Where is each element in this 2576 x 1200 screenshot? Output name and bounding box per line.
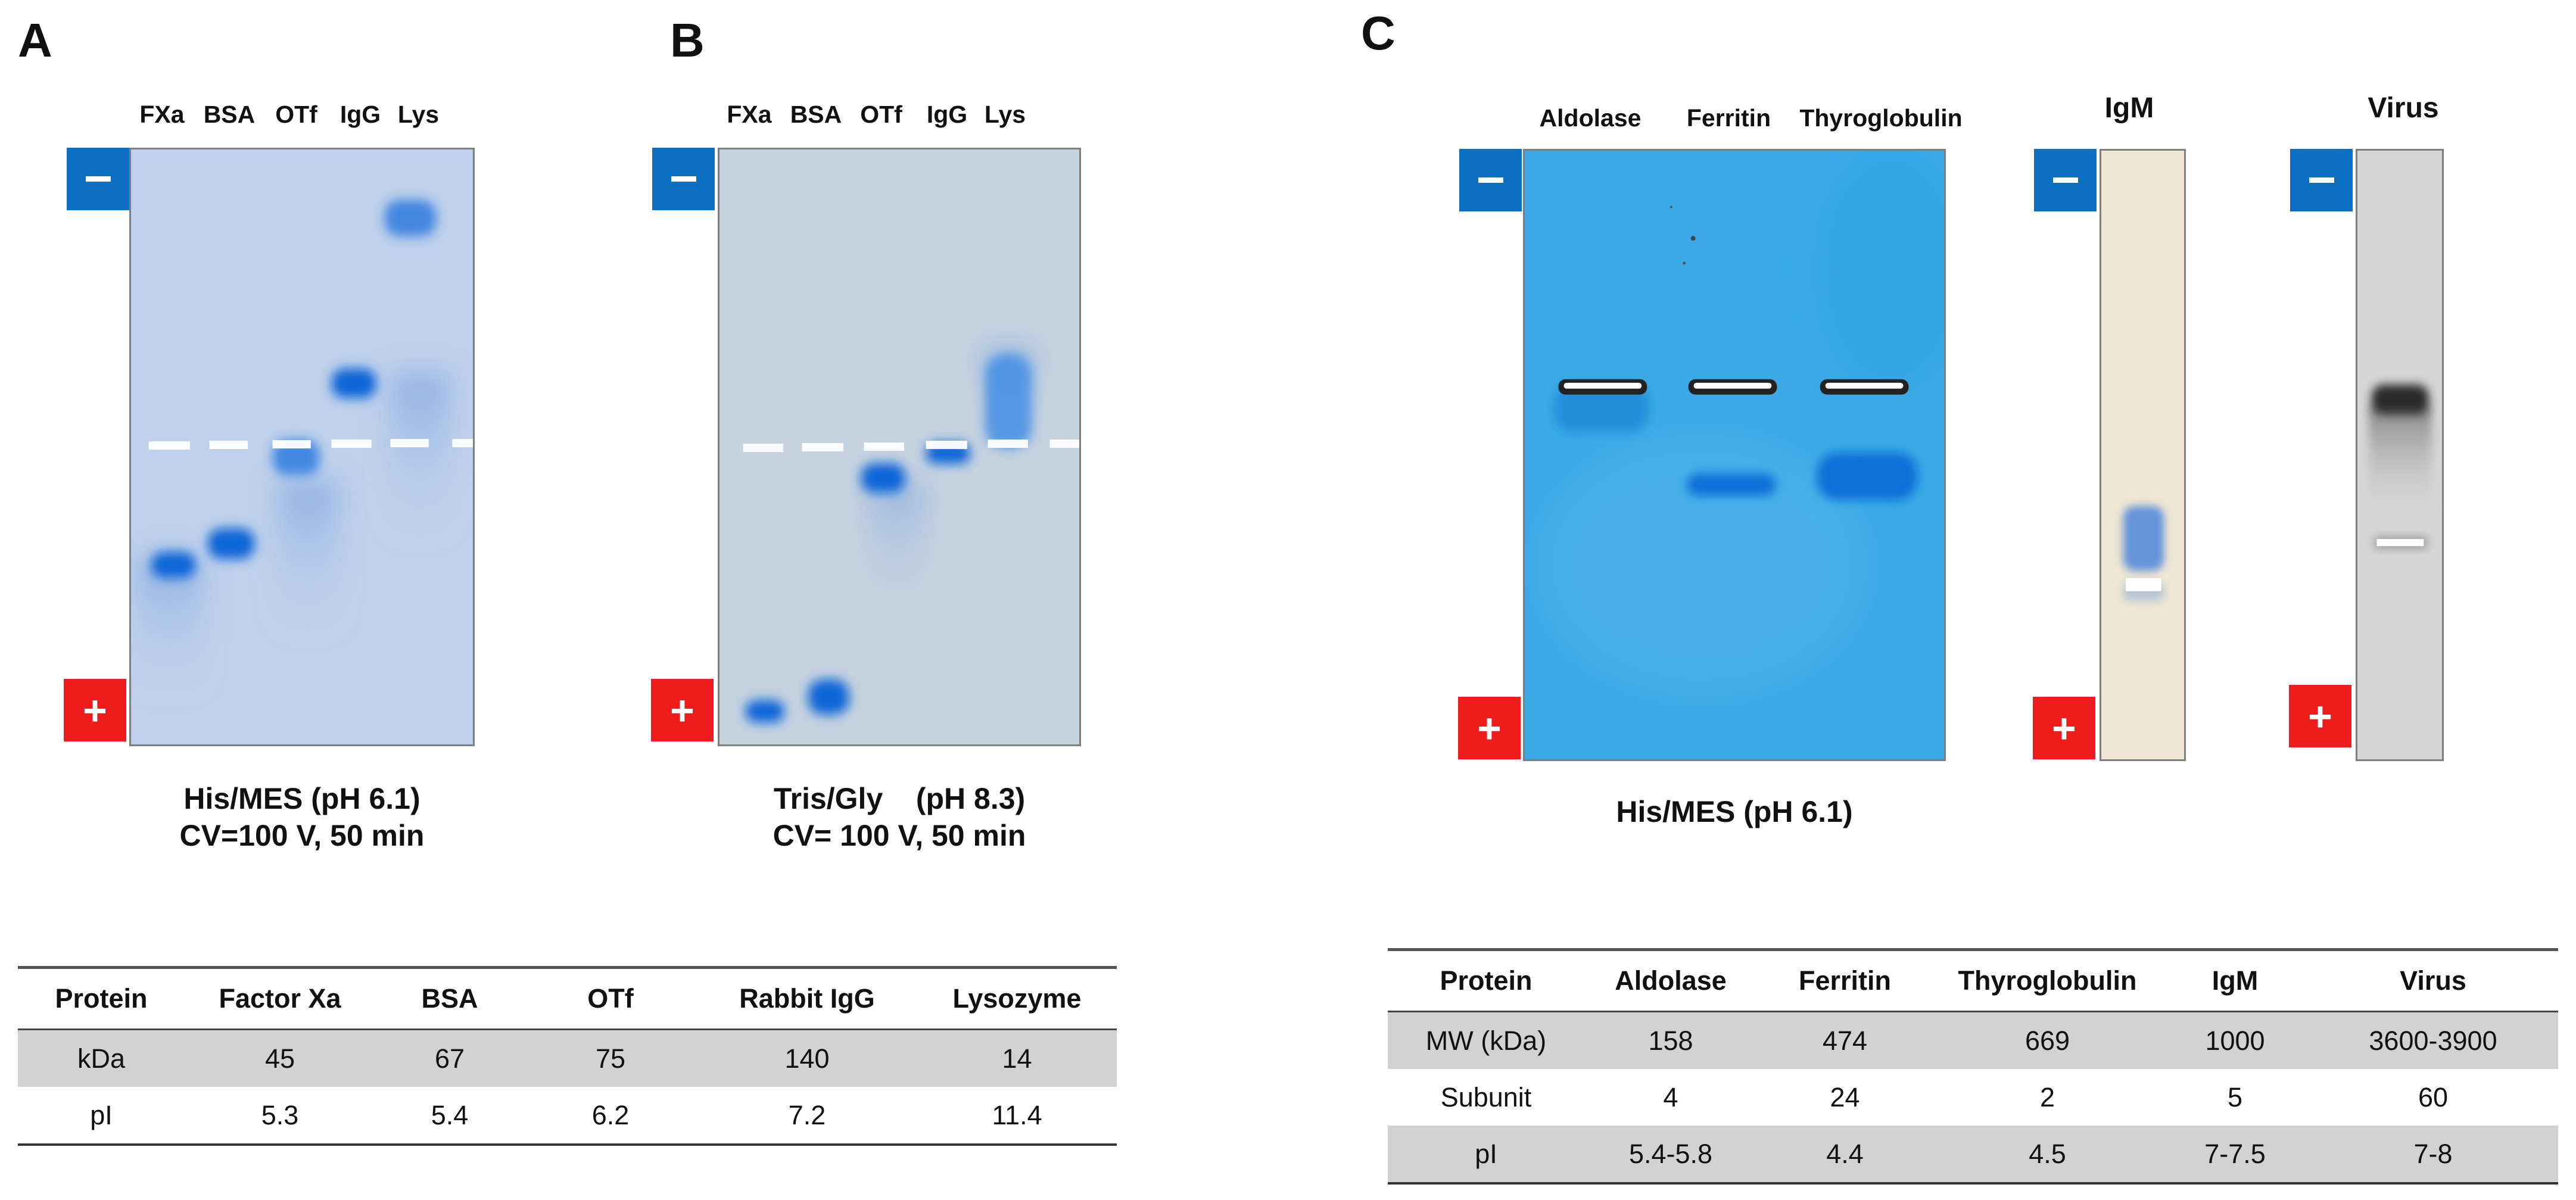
table-cell: 669 xyxy=(1933,1011,2162,1069)
table-header-cell: Rabbit IgG xyxy=(697,967,917,1030)
caption-a: His/MES (pH 6.1) CV=100 V, 50 min xyxy=(129,780,475,854)
virus-gel-title: Virus xyxy=(2368,92,2439,124)
table-header-cell: Aldolase xyxy=(1584,949,1757,1012)
table-cell: pI xyxy=(90,1099,113,1130)
table-cell: kDa xyxy=(18,1029,185,1087)
table-cell: 5.3 xyxy=(261,1099,299,1130)
lane-label-bsa: BSA xyxy=(790,101,842,128)
minus-icon xyxy=(2052,177,2078,183)
table-cell: 67 xyxy=(375,1029,524,1087)
panel-letter-a: A xyxy=(18,14,52,67)
table-proteins-ab: Protein Factor Xa BSA OTf Rabbit IgG Lys… xyxy=(18,966,1117,1146)
table-header-cell: Ferritin xyxy=(1757,949,1933,1012)
table-row: kDa 45 67 75 140 14 xyxy=(18,1029,1117,1087)
table-cell: 7-8 xyxy=(2308,1126,2558,1183)
table-header-cell: OTf xyxy=(524,967,697,1030)
table-cell: 7.2 xyxy=(788,1099,826,1130)
caption-b-line2: CV= 100 V, 50 min xyxy=(773,819,1026,852)
table-cell: 7-7.5 xyxy=(2162,1126,2308,1183)
table-row: Subunit 4 24 2 5 60 xyxy=(1388,1069,2558,1126)
lane-label-igg: IgG xyxy=(926,101,968,128)
gel-image-virus xyxy=(2356,149,2444,761)
minus-icon xyxy=(671,176,696,182)
lane-label-lys: Lys xyxy=(984,101,1026,128)
table-cell: 4.4 xyxy=(1757,1126,1933,1183)
table-cell: 45 xyxy=(185,1029,375,1087)
table-header-row: Protein Aldolase Ferritin Thyroglobulin … xyxy=(1388,949,2558,1012)
table-row: MW (kDa) 158 474 669 1000 3600-3900 xyxy=(1388,1011,2558,1069)
lane-label-ferritin: Ferritin xyxy=(1686,104,1771,132)
table-cell: 3600-3900 xyxy=(2308,1011,2558,1069)
table-cell: pI xyxy=(1388,1126,1584,1183)
table-cell: 140 xyxy=(697,1029,917,1087)
lane-label-aldolase: Aldolase xyxy=(1539,104,1641,132)
table-cell: 5.4 xyxy=(431,1099,469,1130)
lane-label-thyroglobulin: Thyroglobulin xyxy=(1799,104,1963,132)
table-header-cell: Lysozyme xyxy=(917,967,1117,1030)
caption-b-line1: Tris/Gly (pH 8.3) xyxy=(773,782,1026,815)
electrode-positive-virus: + xyxy=(2289,685,2351,747)
caption-a-line2: CV=100 V, 50 min xyxy=(179,819,425,852)
panel-letter-b: B xyxy=(670,14,705,67)
electrode-positive-igm: + xyxy=(2033,697,2095,759)
table-cell: 6.2 xyxy=(591,1099,630,1130)
table-header-cell: Thyroglobulin xyxy=(1933,949,2162,1012)
caption-c: His/MES (pH 6.1) xyxy=(1616,795,1853,828)
table-header-cell: Protein xyxy=(1388,949,1584,1012)
table-cell: 158 xyxy=(1584,1011,1757,1069)
table-row: pI 5.4-5.8 4.4 4.5 7-7.5 7-8 xyxy=(1388,1126,2558,1183)
electrode-negative-c xyxy=(1459,149,1522,211)
table-cell: Subunit xyxy=(1440,1081,1532,1112)
lane-label-fxa: FXa xyxy=(139,101,185,128)
panel-letter-c: C xyxy=(1361,7,1396,60)
minus-icon xyxy=(2309,177,2334,183)
table-cell: MW (kDa) xyxy=(1388,1011,1584,1069)
gel-image-b xyxy=(718,148,1081,746)
table-cell: 4.5 xyxy=(1933,1126,2162,1183)
minus-icon xyxy=(1478,177,1503,183)
table-cell: 11.4 xyxy=(992,1099,1042,1130)
caption-b: Tris/Gly (pH 8.3) CV= 100 V, 50 min xyxy=(718,780,1081,854)
gel-image-c xyxy=(1523,149,1946,761)
igm-gel-title: IgM xyxy=(2104,92,2154,124)
gel-image-a xyxy=(129,148,475,746)
table-header-cell: Protein xyxy=(18,967,185,1030)
electrode-negative-virus xyxy=(2290,149,2353,211)
electrode-negative-a xyxy=(67,148,129,210)
table-row: pI 5.3 5.4 6.2 7.2 11.4 xyxy=(18,1087,1117,1145)
electrode-negative-igm xyxy=(2034,149,2097,211)
lane-label-fxa: FXa xyxy=(727,101,772,128)
lane-label-lys: Lys xyxy=(397,101,440,128)
table-cell: 1000 xyxy=(2162,1011,2308,1069)
table-cell: 474 xyxy=(1757,1011,1933,1069)
table-header-cell: Factor Xa xyxy=(185,967,375,1030)
electrode-positive-c: + xyxy=(1458,697,1521,759)
lane-label-otf: OTf xyxy=(860,101,902,128)
lane-label-otf: OTf xyxy=(275,101,317,128)
minus-icon xyxy=(85,176,111,182)
table-header-cell: BSA xyxy=(375,967,524,1030)
table-cell: 75 xyxy=(524,1029,697,1087)
table-cell: 2 xyxy=(2039,1081,2055,1112)
electrode-positive-a: + xyxy=(64,679,126,741)
table-cell: 5.4-5.8 xyxy=(1584,1126,1757,1183)
table-cell: 5 xyxy=(2227,1081,2243,1112)
table-cell: 4 xyxy=(1663,1081,1678,1112)
caption-a-line1: His/MES (pH 6.1) xyxy=(183,782,420,815)
table-cell: 60 xyxy=(2418,1081,2449,1112)
electrode-negative-b xyxy=(652,148,715,210)
table-header-row: Protein Factor Xa BSA OTf Rabbit IgG Lys… xyxy=(18,967,1117,1030)
table-proteins-c: Protein Aldolase Ferritin Thyroglobulin … xyxy=(1388,948,2558,1185)
table-cell: 14 xyxy=(917,1029,1117,1087)
electrode-positive-b: + xyxy=(651,679,714,741)
lane-label-igg: IgG xyxy=(339,101,381,128)
gel-image-igm xyxy=(2100,149,2186,761)
table-cell: 24 xyxy=(1830,1081,1860,1112)
table-header-cell: IgM xyxy=(2162,949,2308,1012)
table-header-cell: Virus xyxy=(2308,949,2558,1012)
lane-label-bsa: BSA xyxy=(203,101,256,128)
